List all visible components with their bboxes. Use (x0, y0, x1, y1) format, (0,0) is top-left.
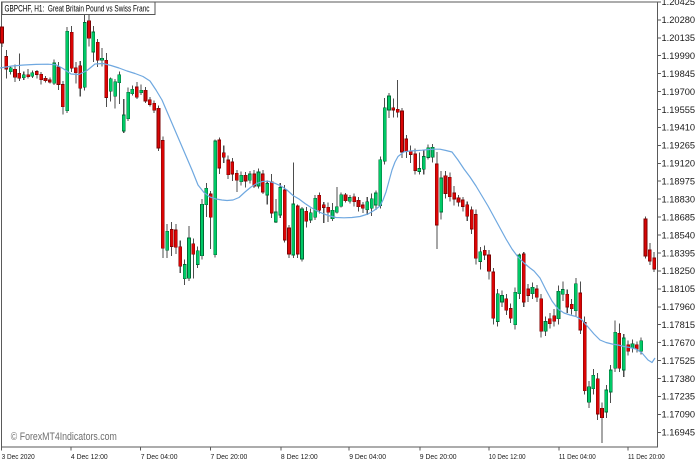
svg-text:1.18975: 1.18975 (662, 177, 696, 187)
svg-text:1.17960: 1.17960 (662, 302, 696, 312)
svg-text:1.20135: 1.20135 (662, 33, 696, 43)
svg-text:© ForexMT4Indicators.com: © ForexMT4Indicators.com (11, 431, 117, 443)
svg-text:3 Dec 2020: 3 Dec 2020 (2, 452, 35, 461)
svg-text:1.19555: 1.19555 (662, 105, 696, 115)
svg-text:1.17525: 1.17525 (662, 356, 696, 366)
svg-text:9 Dec 04:00: 9 Dec 04:00 (349, 452, 386, 461)
svg-text:1.18105: 1.18105 (662, 284, 696, 294)
svg-text:1.19410: 1.19410 (662, 123, 696, 133)
svg-text:1.19700: 1.19700 (662, 87, 696, 97)
svg-text:10 Dec 12:00: 10 Dec 12:00 (489, 452, 526, 461)
svg-text:8 Dec 12:00: 8 Dec 12:00 (281, 452, 318, 461)
svg-text:1.17670: 1.17670 (662, 338, 696, 348)
svg-text:1.18250: 1.18250 (662, 266, 696, 276)
svg-text:1.18830: 1.18830 (662, 195, 696, 205)
svg-text:1.18685: 1.18685 (662, 212, 696, 222)
svg-text:1.17380: 1.17380 (662, 374, 696, 384)
svg-text:1.18395: 1.18395 (662, 248, 696, 258)
svg-text:1.19120: 1.19120 (662, 159, 696, 169)
svg-text:1.20280: 1.20280 (662, 15, 696, 25)
svg-text:GBPCHF, H1: Great Britain Pou: GBPCHF, H1: Great Britain Pound vs Swiss… (5, 3, 150, 13)
svg-text:1.17090: 1.17090 (662, 410, 696, 420)
svg-text:11 Dec 20:00: 11 Dec 20:00 (628, 452, 665, 461)
svg-text:1.17815: 1.17815 (662, 320, 696, 330)
svg-text:7 Dec 20:00: 7 Dec 20:00 (211, 452, 248, 461)
svg-text:9 Dec 20:00: 9 Dec 20:00 (420, 452, 457, 461)
svg-text:1.17235: 1.17235 (662, 392, 696, 402)
svg-text:11 Dec 04:00: 11 Dec 04:00 (559, 452, 596, 461)
svg-text:7 Dec 04:00: 7 Dec 04:00 (141, 452, 178, 461)
svg-text:1.16945: 1.16945 (662, 428, 696, 438)
svg-text:1.19845: 1.19845 (662, 69, 696, 79)
svg-text:1.20425: 1.20425 (662, 0, 696, 7)
svg-text:1.19990: 1.19990 (662, 51, 696, 61)
svg-text:1.18540: 1.18540 (662, 230, 696, 240)
svg-text:1.19265: 1.19265 (662, 141, 696, 151)
svg-text:4 Dec 12:00: 4 Dec 12:00 (71, 452, 108, 461)
